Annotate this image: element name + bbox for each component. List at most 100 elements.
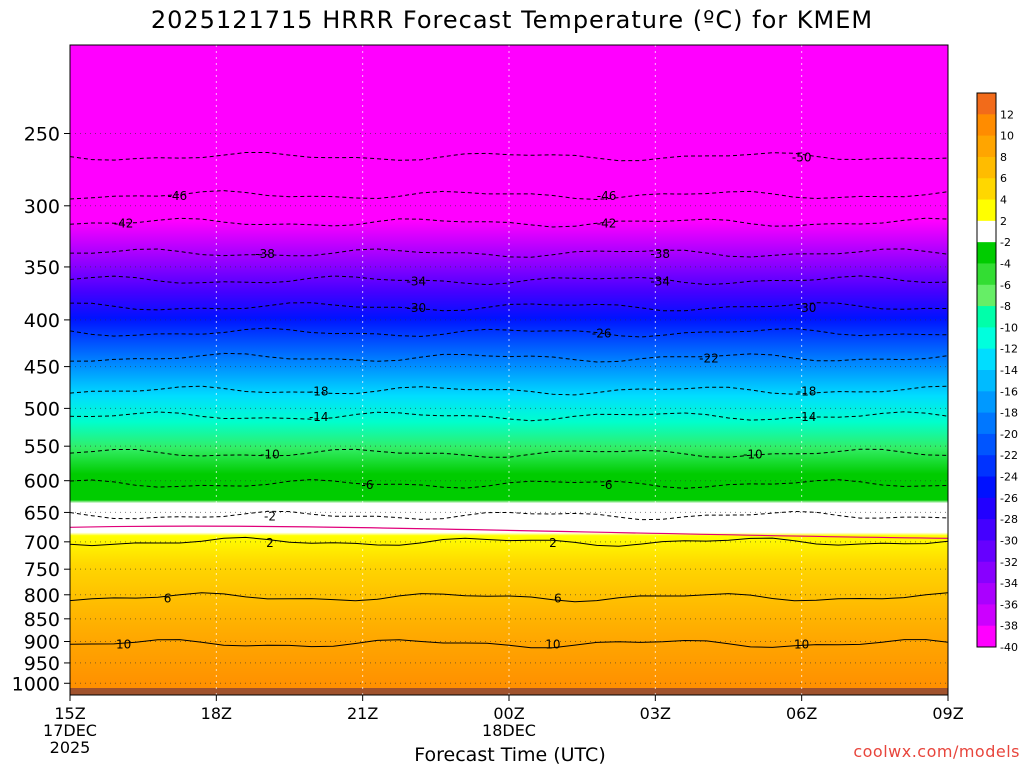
- contour-label: -18: [797, 385, 817, 399]
- colorbar-label: -36: [1000, 598, 1018, 611]
- contour-line: [69, 536, 949, 547]
- colorbar-label: 6: [1000, 172, 1007, 185]
- y-tick-label: 350: [24, 257, 60, 279]
- contour-label: 10: [794, 638, 809, 652]
- colorbar-swatch: [977, 284, 996, 307]
- y-tick-label: 450: [24, 357, 60, 379]
- contour-label: -2: [264, 509, 276, 523]
- colorbar-swatch: [977, 263, 996, 286]
- y-tick-label: 400: [24, 310, 60, 332]
- x-tick-label: 18DEC: [482, 721, 536, 740]
- contour-label: -14: [797, 410, 817, 424]
- colorbar-label: -30: [1000, 534, 1018, 547]
- colorbar-swatch: [977, 412, 996, 435]
- x-tick-label: 03Z: [640, 704, 671, 723]
- colorbar-swatch: [977, 540, 996, 563]
- contour-label: 10: [116, 638, 131, 652]
- y-tick-label: 1000: [12, 673, 60, 695]
- x-tick-label: 06Z: [786, 704, 817, 723]
- contour-label: -50: [792, 151, 812, 165]
- colorbar-swatch: [977, 178, 996, 201]
- colorbar-swatch: [977, 583, 996, 605]
- colorbar-label: -6: [1000, 279, 1011, 292]
- contour-label: -30: [797, 301, 817, 315]
- colorbar-label: -16: [1000, 385, 1018, 398]
- contour-label: 6: [164, 591, 172, 605]
- y-tick-label: 500: [24, 398, 60, 420]
- contour-label: -46: [168, 189, 188, 203]
- colorbar-frame: [976, 92, 997, 648]
- colorbar-label: -2: [1000, 236, 1011, 249]
- y-axis: 2503003504004505005506006507007508008509…: [12, 123, 70, 695]
- colorbar-swatch: [977, 519, 996, 541]
- y-tick-label: 700: [24, 532, 60, 554]
- colorbar-label: -38: [1000, 620, 1018, 633]
- y-tick-label: 550: [24, 436, 60, 458]
- contour-label: -6: [362, 478, 374, 492]
- x-tick-label: 15Z: [54, 704, 85, 723]
- contour-label: 6: [554, 591, 562, 605]
- colorbar-label: 2: [1000, 215, 1007, 228]
- colorbar-swatch: [977, 497, 996, 520]
- contour-label: -46: [597, 189, 617, 203]
- x-axis-label: Forecast Time (UTC): [414, 744, 606, 766]
- colorbar-swatch: [977, 93, 996, 115]
- contour-label: -30: [407, 301, 427, 315]
- contour-label: -38: [650, 247, 670, 261]
- credit-link[interactable]: coolwx.com/models: [853, 742, 1020, 761]
- contour-label: -42: [114, 217, 134, 231]
- colorbar-label: -40: [1000, 641, 1018, 654]
- colorbar-label: -10: [1000, 321, 1018, 334]
- contour-line: [69, 592, 949, 603]
- colorbar-label: -24: [1000, 471, 1018, 484]
- x-tick-label: 09Z: [932, 704, 963, 723]
- colorbar-label: -18: [1000, 407, 1018, 420]
- contour-label: -6: [601, 478, 613, 492]
- colorbar-swatch: [977, 156, 996, 179]
- colorbar-swatch: [977, 220, 996, 243]
- colorbar-swatch: [977, 455, 996, 478]
- contour-label: -34: [650, 274, 670, 288]
- contour-line: [69, 639, 949, 649]
- colorbar-label: 10: [1000, 130, 1014, 143]
- contour-label: -22: [699, 352, 719, 366]
- colorbar-label: 4: [1000, 194, 1007, 207]
- colorbar-label: -4: [1000, 257, 1011, 270]
- colorbar-label: -14: [1000, 364, 1018, 377]
- contour-label: 2: [266, 536, 274, 550]
- x-tick-label: 21Z: [347, 704, 378, 723]
- colorbar-swatch: [977, 199, 996, 222]
- colorbar-swatch: [977, 476, 996, 499]
- colorbar-swatch: [977, 625, 996, 648]
- y-tick-label: 900: [24, 631, 60, 653]
- colorbar-label: -8: [1000, 300, 1011, 313]
- contour-label: 10: [545, 638, 560, 652]
- colorbar-legend: 12 10 8 6 4 2 -2 -4 -6 -8 -10 -12 -14 -16 -18 -20 -22 -24…: [976, 92, 1018, 654]
- colorbar-swatch: [977, 433, 996, 456]
- y-tick-label: 950: [24, 653, 60, 675]
- contour-label: -34: [407, 274, 427, 288]
- ground-layer: [70, 688, 948, 695]
- contour-lines: -50-46 -46-42 -42-38 -38-34 -34-30 -30-26-22-…: [69, 151, 949, 652]
- freezing-line: [69, 525, 949, 539]
- contour-label: -14: [309, 410, 329, 424]
- y-tick-label: 600: [24, 471, 60, 493]
- x-tick-label: 18Z: [201, 704, 232, 723]
- x-tick-label: 2025: [50, 738, 91, 757]
- y-tick-label: 750: [24, 559, 60, 581]
- y-tick-label: 650: [24, 502, 60, 524]
- colorbar-swatch: [977, 604, 996, 627]
- colorbar-label: -32: [1000, 556, 1018, 569]
- contour-label: -42: [597, 217, 617, 231]
- colorbar-label: -20: [1000, 428, 1018, 441]
- x-tick-label: 00Z: [493, 704, 524, 723]
- colorbar-swatch: [977, 391, 996, 414]
- colorbar-swatch: [977, 114, 996, 137]
- colorbar-swatch: [977, 306, 996, 328]
- contour-label: -10: [743, 447, 763, 461]
- contour-label: -26: [592, 327, 612, 341]
- colorbar-label: -28: [1000, 513, 1018, 526]
- colorbar-swatch: [977, 135, 996, 158]
